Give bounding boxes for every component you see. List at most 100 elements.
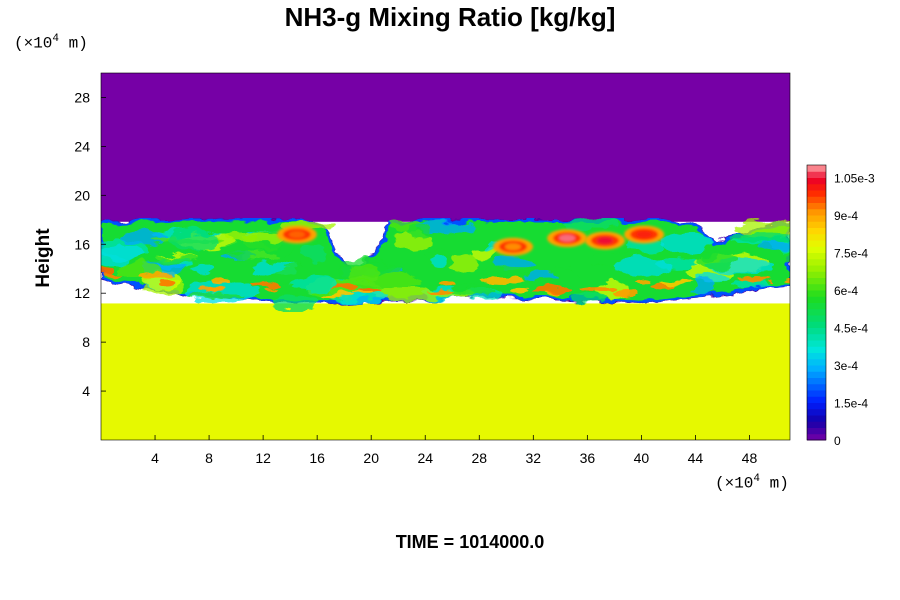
colorbar-segment <box>807 177 826 185</box>
chart-title: NH3-g Mixing Ratio [kg/kg] <box>284 2 616 32</box>
colorbar-frame <box>806 164 827 441</box>
colorbar-segment <box>807 371 826 378</box>
turbulence-blob <box>549 265 579 288</box>
x-axis-unit: (×104 m) <box>715 473 789 493</box>
x-tick-label: 32 <box>526 450 542 466</box>
turbulence-blob <box>186 291 242 299</box>
base-streak <box>198 286 227 291</box>
turbulence-blob <box>659 232 712 254</box>
base-streak <box>482 276 523 284</box>
colorbar-segment <box>807 352 826 360</box>
colorbar-segment <box>807 196 826 203</box>
colorbar-segment <box>807 290 826 297</box>
colorbar-segment <box>807 396 826 403</box>
base-streak <box>159 280 172 287</box>
y-axis-label: Height <box>33 228 54 288</box>
maximum-core <box>547 229 588 248</box>
y-tick-label: 24 <box>74 138 90 154</box>
turbulence-blob <box>140 255 204 263</box>
upper-uniform-region <box>101 73 790 222</box>
turbulence-blob <box>451 254 479 275</box>
base-streak <box>251 282 282 288</box>
colorbar-segment <box>807 183 826 191</box>
turbulence-blob <box>101 245 144 261</box>
y-tick-label: 8 <box>82 334 90 350</box>
colorbar-segment <box>807 277 826 285</box>
turbulence-blob <box>273 294 320 312</box>
x-tick-label: 28 <box>471 450 487 466</box>
colorbar-segment <box>807 321 826 328</box>
colorbar-tick-label: 0 <box>834 434 841 448</box>
colorbar-segment <box>807 190 826 197</box>
colorbar-segment <box>807 408 826 416</box>
colorbar-segment <box>807 202 826 210</box>
turbulence-blob <box>521 273 562 281</box>
turbulence-blob <box>694 251 735 270</box>
y-axis: 4 8 12 16 20 24 28 <box>74 89 106 399</box>
base-streak <box>350 291 373 296</box>
base-streak <box>319 293 351 298</box>
turbulence-blob <box>289 275 339 291</box>
x-tick-label: 20 <box>363 450 379 466</box>
x-tick-label: 8 <box>205 450 213 466</box>
base-streak <box>137 271 173 279</box>
colorbar-segment <box>807 377 826 385</box>
y-tick-label: 28 <box>74 89 90 105</box>
maximum-core <box>276 225 317 244</box>
colorbar-ticks: 0 1.5e-4 3e-4 4.5e-4 6e-4 7.5e-4 9e-4 1.05e-3 <box>834 172 875 449</box>
base-streak <box>331 284 360 291</box>
base-streak <box>635 279 652 285</box>
y-tick-label: 20 <box>74 187 90 203</box>
colorbar-segment <box>807 208 826 216</box>
colorbar-segment <box>807 421 826 428</box>
base-streak <box>211 277 232 284</box>
colorbar-segment <box>807 221 826 228</box>
colorbar-tick-label: 6e-4 <box>834 284 858 298</box>
x-tick-label: 40 <box>634 450 650 466</box>
colorbar-segment <box>807 296 826 303</box>
colorbar-segment <box>807 402 826 410</box>
base-streak <box>736 276 774 283</box>
colorbar-segment <box>807 415 826 422</box>
colorbar <box>806 164 827 441</box>
colorbar-segment <box>807 258 826 266</box>
base-streak <box>512 287 532 293</box>
base-streak <box>782 276 790 281</box>
y-tick-label: 4 <box>82 383 90 399</box>
base-streak <box>660 280 693 286</box>
colorbar-tick-label: 4.5e-4 <box>834 322 868 336</box>
base-streak <box>264 287 279 291</box>
y-tick-label: 16 <box>74 236 90 252</box>
maximum-core <box>624 225 665 244</box>
colorbar-segment <box>807 215 826 222</box>
base-streak <box>579 286 617 293</box>
base-streak <box>652 283 673 290</box>
turbulence-blob <box>730 280 771 288</box>
turbulence-blob <box>302 246 327 263</box>
colorbar-segment <box>807 265 826 272</box>
colorbar-segment <box>807 427 826 435</box>
colorbar-segment <box>807 390 826 397</box>
colorbar-segment <box>807 340 826 347</box>
turbulence-blob <box>693 276 714 296</box>
colorbar-segment <box>807 358 826 366</box>
colorbar-segment <box>807 302 826 310</box>
x-tick-label: 4 <box>151 450 159 466</box>
colorbar-tick-label: 9e-4 <box>834 209 858 223</box>
turbulence-blob <box>470 247 498 260</box>
cloud-layer <box>101 217 790 312</box>
colorbar-segment <box>807 165 826 172</box>
colorbar-segment <box>807 233 826 241</box>
x-tick-label: 44 <box>688 450 704 466</box>
lower-uniform-region <box>101 303 790 440</box>
time-label: TIME = 1014000.0 <box>395 532 545 552</box>
colorbar-segment <box>807 171 826 178</box>
colorbar-segment <box>807 240 826 247</box>
colorbar-segment <box>807 315 826 322</box>
x-tick-label: 36 <box>580 450 596 466</box>
colorbar-segment <box>807 227 826 235</box>
x-tick-label: 12 <box>255 450 271 466</box>
colorbar-tick-label: 3e-4 <box>834 359 858 373</box>
x-axis: 4 8 12 16 20 24 28 32 36 40 44 48 <box>151 435 757 466</box>
turbulence-blob <box>613 257 673 276</box>
